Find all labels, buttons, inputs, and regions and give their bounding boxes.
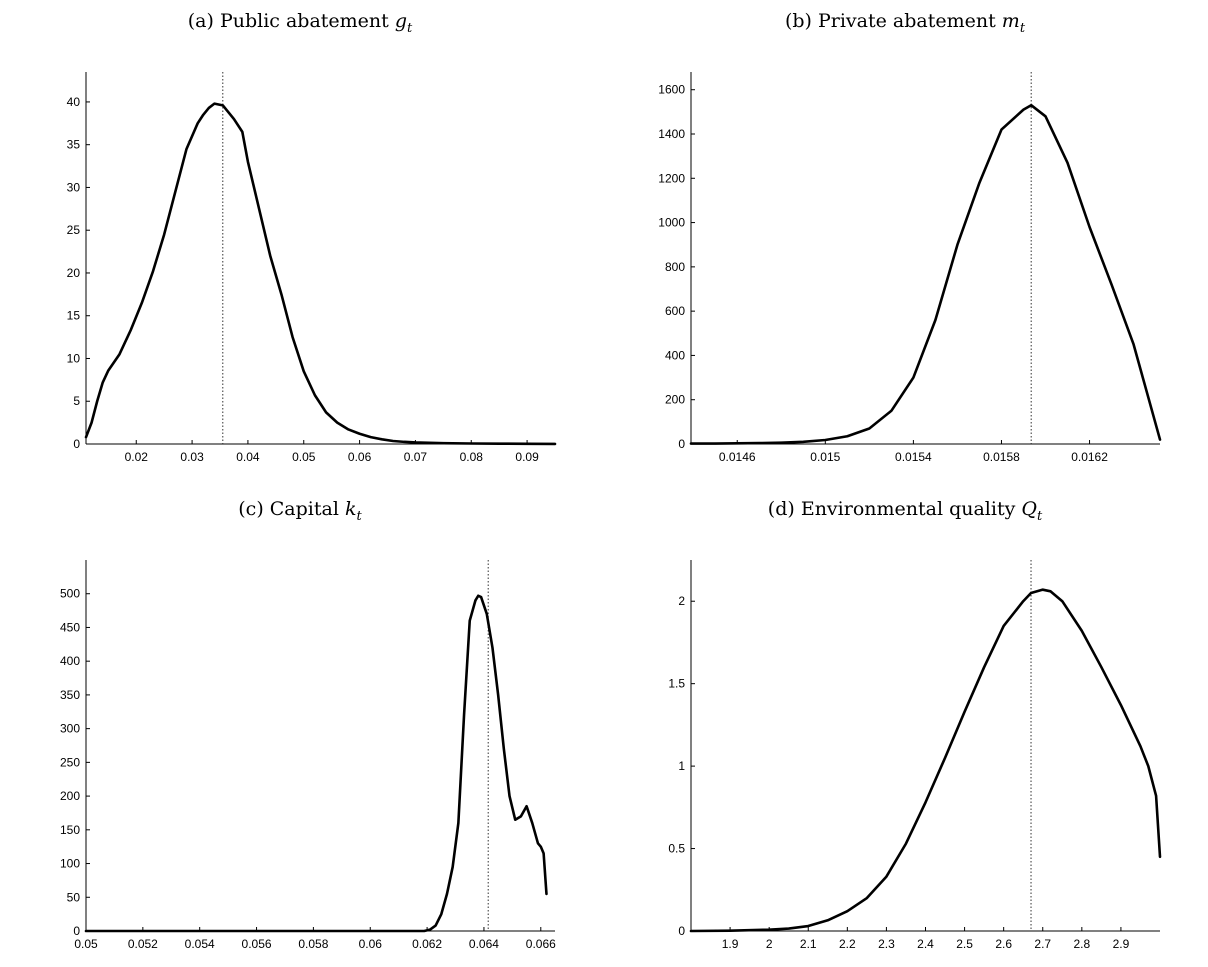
density-line [689, 103, 1162, 445]
x-tick-label: 0.0146 [719, 450, 756, 464]
x-tick-label: 0.06 [348, 450, 372, 464]
y-tick-label: 0 [678, 924, 685, 938]
y-tick-label: 5 [73, 394, 80, 408]
chart-public-abatement: 0 5 10 15 20 25 30 35 40 0.02 0.03 0.04 0.05 0.06 0.07… [67, 72, 557, 464]
x-tick-label: 0.09 [515, 450, 539, 464]
chart-title: (d) Environmental quality Qt [767, 498, 1043, 524]
y-tick-label: 800 [665, 260, 685, 274]
x-tick-label: 0.064 [469, 937, 499, 951]
y-tick-label: 50 [67, 890, 81, 904]
x-tick-label: 2 [766, 937, 773, 951]
y-tick-label: 250 [60, 755, 80, 769]
x-tick-label: 2.2 [839, 937, 856, 951]
chart-environmental-quality: 0 0.5 1 1.5 2 1.9 2 2.1 2.2 2.3 2.4 2.5 2.6 2.7 2.8 2.9 [668, 560, 1162, 951]
panel-environmental-quality: (d) Environmental quality Qt 0 0.5 1 1.5 2 1.… [645, 488, 1165, 967]
x-tick-label: 0.015 [810, 450, 840, 464]
x-tick-label: 2.1 [800, 937, 817, 951]
y-tick-label: 1000 [658, 216, 685, 230]
y-tick-label: 200 [665, 393, 685, 407]
y-tick-label: 20 [67, 266, 81, 280]
x-tick-label: 2.9 [1113, 937, 1130, 951]
x-tick-label: 0.03 [180, 450, 204, 464]
x-tick-label: 0.07 [404, 450, 428, 464]
x-tick-label: 0.062 [412, 937, 442, 951]
y-tick-label: 500 [60, 587, 80, 601]
x-tick-label: 2.7 [1034, 937, 1051, 951]
chart-capital: 0 50 100 150 200 250 300 350 400 450 500 0.05 0.052 0… [60, 560, 556, 951]
x-tick-label: 0.04 [236, 450, 260, 464]
density-line [84, 102, 557, 446]
y-tick-label: 0 [73, 924, 80, 938]
y-tick-label: 400 [665, 348, 685, 362]
panel-capital: (c) Capital kt 0 50 100 150 200 250 300 350 400 4… [40, 488, 560, 967]
y-tick-label: 0 [678, 437, 685, 451]
y-tick-label: 600 [665, 304, 685, 318]
y-tick-label: 1200 [658, 171, 685, 185]
chart-title: (c) Capital kt [238, 498, 362, 524]
x-tick-label: 0.06 [359, 937, 383, 951]
chart-title: (a) Public abatement gt [187, 10, 413, 36]
y-tick-label: 40 [67, 95, 81, 109]
y-tick-label: 400 [60, 654, 80, 668]
y-tick-label: 0 [73, 437, 80, 451]
y-tick-label: 200 [60, 789, 80, 803]
panel-private-abatement: (b) Private abatement mt 0 200 400 600 800 10… [645, 0, 1165, 480]
x-tick-label: 2.6 [995, 937, 1012, 951]
y-tick-label: 450 [60, 620, 80, 634]
y-tick-label: 1.5 [668, 677, 685, 691]
x-tick-label: 0.0154 [895, 450, 932, 464]
x-tick-label: 2.5 [956, 937, 973, 951]
x-tick-label: 0.02 [125, 450, 149, 464]
x-tick-label: 2.3 [878, 937, 895, 951]
y-tick-label: 100 [60, 857, 80, 871]
y-tick-label: 35 [67, 138, 81, 152]
x-tick-label: 0.056 [242, 937, 272, 951]
x-tick-label: 0.052 [128, 937, 158, 951]
y-tick-label: 15 [67, 309, 81, 323]
chart-private-abatement: 0 200 400 600 800 1000 1200 1400 1600 0.0146 0.015… [658, 72, 1162, 464]
y-tick-label: 1400 [658, 127, 685, 141]
y-tick-label: 0.5 [668, 842, 685, 856]
density-line [84, 594, 548, 933]
x-tick-label: 0.054 [185, 937, 215, 951]
y-tick-label: 30 [67, 180, 81, 194]
x-tick-label: 0.058 [298, 937, 328, 951]
y-tick-label: 2 [678, 594, 685, 608]
x-tick-label: 2.8 [1073, 937, 1090, 951]
x-tick-label: 0.05 [74, 937, 98, 951]
y-tick-label: 1600 [658, 83, 685, 97]
y-tick-label: 1 [678, 759, 685, 773]
y-tick-label: 10 [67, 351, 81, 365]
y-tick-label: 150 [60, 823, 80, 837]
y-tick-label: 25 [67, 223, 81, 237]
x-tick-label: 0.08 [460, 450, 484, 464]
density-line [689, 588, 1162, 933]
x-tick-label: 0.0158 [983, 450, 1020, 464]
y-tick-label: 350 [60, 688, 80, 702]
panel-public-abatement: (a) Public abatement gt 0 5 10 15 20 25 30 35 40… [40, 0, 560, 480]
x-tick-label: 2.4 [917, 937, 934, 951]
x-tick-label: 0.05 [292, 450, 316, 464]
x-tick-label: 1.9 [722, 937, 739, 951]
y-tick-label: 300 [60, 722, 80, 736]
x-tick-label: 0.066 [526, 937, 556, 951]
chart-title: (b) Private abatement mt [784, 10, 1026, 36]
x-tick-label: 0.0162 [1071, 450, 1108, 464]
